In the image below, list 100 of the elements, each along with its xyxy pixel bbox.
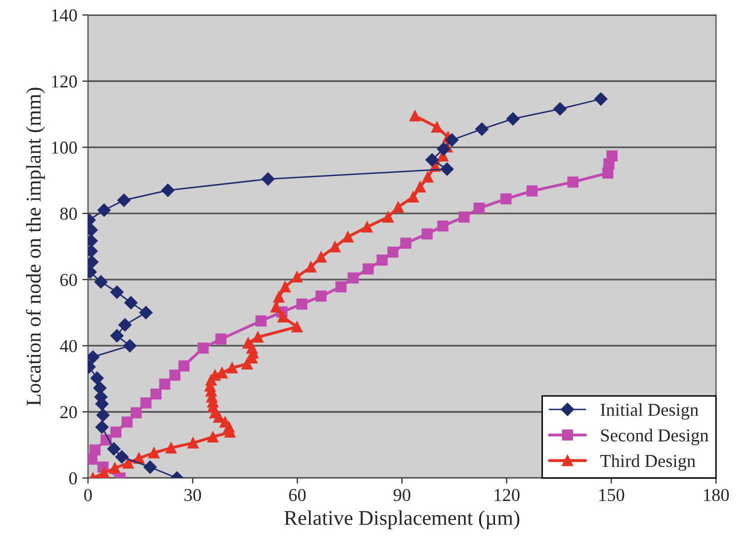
point: [474, 202, 485, 214]
point: [422, 171, 434, 183]
point: [159, 378, 170, 390]
point: [458, 212, 470, 223]
point: [97, 204, 111, 217]
point: [122, 458, 134, 469]
point: [425, 153, 439, 166]
point: [606, 150, 618, 162]
point: [526, 185, 538, 196]
point: [475, 122, 488, 136]
point: [90, 372, 104, 385]
point: [316, 290, 327, 302]
point: [305, 261, 316, 273]
point: [124, 296, 138, 310]
x-tick-label: 120: [494, 488, 520, 502]
point: [207, 431, 218, 443]
point: [187, 437, 199, 448]
point: [409, 110, 420, 122]
point: [144, 460, 157, 474]
point: [255, 315, 267, 326]
point: [291, 271, 303, 282]
point: [165, 442, 177, 454]
point: [150, 388, 162, 400]
y-tick-label: 100: [52, 142, 77, 154]
point: [387, 246, 398, 258]
y-axis-title: Location of node on the implant (mm): [26, 88, 45, 406]
y-tick-label: 120: [52, 75, 77, 88]
point: [117, 194, 131, 207]
point: [440, 162, 454, 176]
point: [178, 360, 190, 372]
point: [94, 275, 108, 288]
point: [270, 301, 282, 313]
point: [277, 311, 289, 322]
point: [96, 408, 110, 422]
point: [392, 202, 404, 213]
point: [553, 102, 567, 116]
point: [148, 447, 160, 458]
point: [226, 362, 238, 374]
point: [161, 184, 174, 197]
point: [110, 426, 122, 438]
point: [139, 306, 153, 320]
point: [273, 292, 284, 303]
point: [118, 318, 132, 332]
point: [335, 281, 346, 292]
point: [414, 181, 426, 193]
point: [110, 286, 124, 299]
point: [280, 281, 291, 292]
point: [296, 298, 308, 310]
x-tick-label: 180: [704, 488, 729, 502]
point: [437, 220, 448, 232]
x-tick-label: 30: [184, 488, 202, 502]
point: [382, 212, 394, 223]
y-tick-label: 80: [60, 208, 77, 220]
y-tick-label: 0: [69, 472, 77, 484]
point: [506, 112, 520, 126]
point: [115, 450, 128, 464]
point: [123, 339, 136, 352]
point: [109, 462, 120, 474]
point: [431, 122, 442, 133]
point: [362, 221, 373, 233]
point: [215, 334, 226, 345]
x-axis-title: Relative Displacement (µm): [284, 510, 520, 530]
point: [140, 397, 152, 408]
point: [89, 444, 101, 456]
point: [436, 142, 450, 156]
y-tick-label: 60: [60, 274, 77, 286]
y-tick-label: 140: [52, 9, 77, 22]
point: [445, 133, 458, 147]
x-tick-label: 60: [289, 488, 306, 502]
y-tick-label: 40: [60, 340, 77, 352]
point: [130, 407, 142, 418]
point: [422, 228, 433, 240]
point: [98, 467, 110, 478]
point: [400, 238, 412, 249]
point: [169, 370, 180, 381]
point: [261, 172, 275, 186]
point: [107, 442, 120, 456]
point: [198, 342, 209, 354]
legend-label: Initial Design: [600, 403, 698, 420]
point: [376, 254, 388, 266]
x-tick-label: 150: [599, 488, 624, 502]
point: [122, 416, 133, 428]
point: [567, 176, 579, 188]
y-tick-label: 20: [60, 406, 77, 418]
point: [110, 329, 124, 342]
point: [291, 321, 303, 332]
point: [252, 332, 264, 343]
point: [500, 193, 512, 204]
point: [316, 252, 327, 263]
point: [594, 92, 608, 106]
point: [329, 241, 341, 252]
x-tick-label: 90: [394, 488, 410, 502]
point: [362, 263, 374, 275]
point: [348, 272, 359, 284]
point: [342, 231, 354, 242]
legend-label: Third Design: [600, 454, 696, 471]
legend-label: Second Design: [601, 428, 708, 446]
x-tick-label: 0: [84, 488, 92, 502]
point: [95, 420, 109, 434]
point: [93, 381, 106, 395]
